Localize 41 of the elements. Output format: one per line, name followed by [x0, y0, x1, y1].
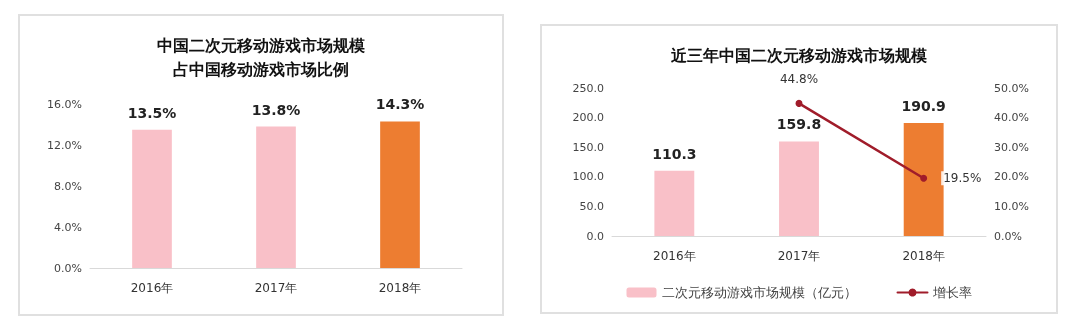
- y2-tick-label: 10.0%: [994, 199, 1029, 213]
- y2-tick-label: 30.0%: [994, 140, 1029, 154]
- data-label: 190.9: [901, 97, 946, 114]
- x-tick-label: 2016年: [130, 281, 174, 295]
- bar: [903, 122, 944, 236]
- y-tick-label: 0.0: [586, 229, 604, 243]
- y-tick-label: 100.0: [572, 170, 604, 184]
- y-tick-label: 0.0%: [54, 261, 82, 275]
- x-tick-label: 2018年: [378, 281, 422, 295]
- bar: [779, 141, 819, 236]
- data-label: 13.8%: [251, 101, 301, 118]
- legend-label: 增长率: [931, 285, 972, 300]
- y-tick-label: 150.0: [572, 140, 604, 154]
- y2-tick-label: 40.0%: [994, 111, 1029, 125]
- y-tick-label: 8.0%: [54, 179, 82, 193]
- data-label: 19.5%: [943, 171, 982, 186]
- y-tick-label: 16.0%: [47, 97, 82, 111]
- bar: [654, 170, 695, 236]
- x-tick-label: 2016年: [653, 249, 696, 263]
- y-tick-label: 250.0: [572, 81, 604, 95]
- y2-tick-label: 0.0%: [994, 229, 1022, 243]
- y-tick-label: 200.0: [572, 111, 604, 125]
- x-tick-label: 2018年: [902, 249, 945, 263]
- bar: [132, 129, 172, 268]
- x-tick-label: 2017年: [254, 281, 298, 295]
- chart-title: 近三年中国二次元移动游戏市场规模: [670, 45, 927, 65]
- y-tick-label: 12.0%: [47, 138, 82, 152]
- data-label: 159.8: [776, 116, 822, 133]
- chart-title: 中国二次元移动游戏市场规模占中国移动游戏市场比例: [157, 35, 365, 79]
- data-label: 13.5%: [127, 104, 177, 121]
- data-label: 44.8%: [779, 71, 819, 86]
- y2-tick-label: 50.0%: [994, 81, 1029, 95]
- bar: [380, 121, 420, 268]
- y-tick-label: 50.0: [579, 199, 604, 213]
- y-tick-label: 4.0%: [54, 220, 82, 234]
- x-tick-label: 2017年: [777, 249, 821, 263]
- legend-label: 二次元移动游戏市场规模（亿元）: [661, 285, 857, 300]
- y2-tick-label: 20.0%: [994, 170, 1029, 184]
- bar: [256, 126, 296, 268]
- data-label: 14.3%: [375, 96, 425, 113]
- data-label: 110.3: [652, 145, 697, 162]
